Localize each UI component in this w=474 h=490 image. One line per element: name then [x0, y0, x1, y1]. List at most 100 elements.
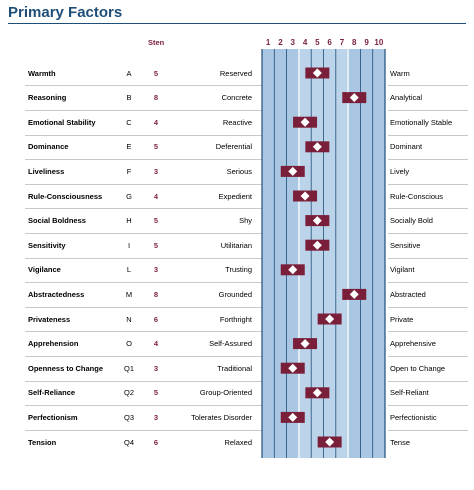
factor-high-label: Analytical: [390, 93, 423, 103]
row-divider: [25, 232, 262, 234]
factor-low-label: Trusting: [225, 265, 252, 275]
row-divider: [388, 331, 468, 333]
page-title: Primary Factors: [8, 4, 123, 21]
factor-name: Self-Reliance: [28, 388, 76, 398]
factor-row: Social Boldness H 5 Shy Socially Bold: [0, 208, 474, 233]
factor-name: Social Boldness: [28, 216, 86, 226]
factor-row: Self-Reliance Q2 5 Group-Oriented Self-Relia…: [0, 380, 474, 405]
factor-code: M: [125, 289, 133, 299]
factor-sten: 8: [153, 289, 159, 299]
factor-row: Abstractedness M 8 Grounded Abstracted: [0, 282, 474, 307]
factor-low-label: Relaxed: [224, 437, 252, 447]
row-divider: [25, 257, 262, 259]
factor-name: Dominance: [28, 142, 69, 152]
sten-marker: [305, 215, 330, 227]
factor-sten: 5: [153, 142, 159, 152]
factor-sten: 6: [153, 437, 159, 447]
factor-code: E: [126, 142, 132, 152]
factor-code: N: [126, 314, 132, 324]
factor-low-label: Serious: [226, 166, 252, 176]
row-divider: [388, 159, 468, 161]
factor-low-label: Concrete: [221, 93, 252, 103]
factor-low-label: Tolerates Disorder: [191, 412, 252, 422]
factor-code: L: [126, 265, 132, 275]
factor-code: Q3: [123, 412, 134, 422]
scale-number: 5: [315, 38, 320, 47]
factor-sten: 8: [153, 93, 159, 103]
factor-row: Reasoning B 8 Concrete Analytical: [0, 85, 474, 110]
row-divider: [25, 331, 262, 333]
sten-marker: [293, 338, 318, 350]
scale-number: 2: [278, 38, 283, 47]
sten-marker: [280, 264, 305, 276]
factor-row: Liveliness F 3 Serious Lively: [0, 159, 474, 184]
scale-number: 6: [327, 38, 332, 47]
factor-low-label: Traditional: [217, 363, 252, 373]
row-divider: [25, 183, 262, 185]
scale-number: 4: [302, 38, 308, 47]
factor-code: I: [127, 240, 131, 250]
factor-name: Perfectionism: [28, 412, 78, 422]
row-divider: [388, 134, 468, 136]
row-divider: [388, 405, 468, 407]
sten-marker: [280, 165, 305, 177]
factor-row: Vigilance L 3 Trusting Vigilant: [0, 257, 474, 282]
sten-marker: [305, 239, 330, 251]
factor-name: Warmth: [28, 68, 56, 78]
factor-name: Sensitivity: [28, 240, 66, 250]
title-divider: [8, 23, 466, 24]
row-divider: [388, 208, 468, 210]
factor-code: C: [126, 117, 132, 127]
factor-low-label: Self-Assured: [209, 339, 252, 349]
factor-code: Q4: [123, 437, 134, 447]
row-divider: [25, 306, 262, 308]
sten-marker: [293, 116, 318, 128]
row-divider: [388, 232, 468, 234]
factor-sten: 4: [153, 191, 159, 201]
sten-marker: [342, 92, 367, 104]
factor-sten: 5: [153, 240, 159, 250]
factor-high-label: Warm: [390, 68, 410, 78]
factor-low-label: Utilitarian: [220, 240, 252, 250]
factor-sten: 4: [153, 117, 159, 127]
factor-name: Privateness: [28, 314, 71, 324]
row-divider: [388, 380, 468, 382]
factor-code: B: [126, 93, 132, 103]
factor-sten: 5: [153, 216, 159, 226]
factor-sten: 3: [153, 265, 159, 275]
factor-low-label: Forthright: [219, 314, 252, 324]
factor-high-label: Perfectionistic: [390, 412, 437, 422]
factor-low-label: Grounded: [218, 289, 252, 299]
factor-code: A: [126, 68, 132, 78]
factor-row: Tension Q4 6 Relaxed Tense: [0, 430, 474, 455]
row-divider: [25, 282, 262, 284]
scale-number: 3: [290, 38, 295, 47]
sten-marker: [342, 288, 367, 300]
factor-high-label: Sensitive: [390, 240, 421, 250]
factor-name: Vigilance: [28, 265, 61, 275]
factor-sten: 4: [153, 339, 159, 349]
factor-high-label: Private: [390, 314, 414, 324]
factor-high-label: Vigilant: [390, 265, 415, 275]
sten-marker: [317, 313, 342, 325]
sten-marker: [280, 411, 305, 423]
row-divider: [25, 380, 262, 382]
scale-number: 10: [374, 38, 384, 47]
factor-high-label: Socially Bold: [390, 216, 433, 226]
factor-high-label: Dominant: [390, 142, 423, 152]
factor-row: Emotional Stability C 4 Reactive Emotionally…: [0, 110, 474, 135]
row-divider: [388, 109, 468, 111]
factor-row: Perfectionism Q3 3 Tolerates Disorder Perfec…: [0, 405, 474, 430]
sten-marker: [305, 67, 330, 79]
factor-high-label: Tense: [390, 437, 411, 447]
factor-high-label: Emotionally Stable: [390, 117, 453, 127]
factor-sten: 5: [153, 388, 159, 398]
factor-row: Privateness N 6 Forthright Private: [0, 307, 474, 332]
factor-low-label: Reserved: [219, 68, 252, 78]
factor-name: Emotional Stability: [28, 117, 96, 127]
scale-number: 8: [352, 38, 357, 47]
row-divider: [25, 159, 262, 161]
sten-marker: [293, 190, 318, 202]
factor-row: Sensitivity I 5 Utilitarian Sensitive: [0, 233, 474, 258]
